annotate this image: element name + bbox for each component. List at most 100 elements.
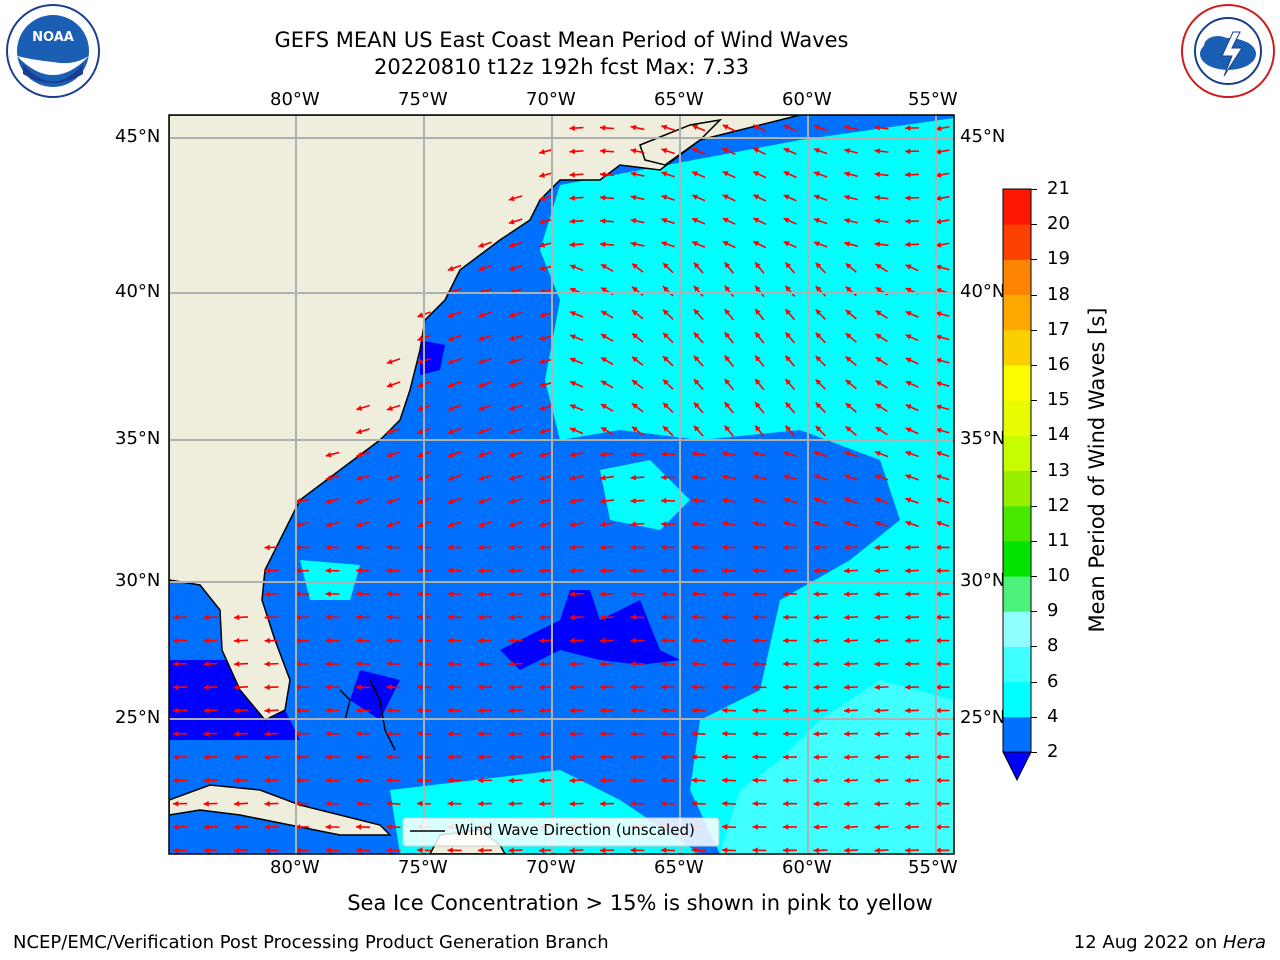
wave-direction-arrowhead xyxy=(264,684,270,691)
wave-direction-arrowhead xyxy=(662,332,669,339)
wave-direction-arrowhead xyxy=(447,452,454,458)
wave-direction-arrowhead xyxy=(173,707,179,714)
wave-direction-arrowhead xyxy=(234,661,240,667)
wave-direction-arrowhead xyxy=(173,730,179,737)
wave-direction-arrowhead xyxy=(724,332,731,339)
lat-label-left: 40°N xyxy=(115,281,161,302)
wave-direction-arrowhead xyxy=(813,800,819,807)
wave-direction-arrowhead xyxy=(508,847,514,854)
wave-direction-arrowhead xyxy=(478,544,484,551)
wave-direction-arrowhead xyxy=(752,684,758,691)
wave-direction-arrowhead xyxy=(356,800,362,807)
wave-direction-arrowhead xyxy=(874,218,881,224)
wave-direction-arrowhead xyxy=(905,637,911,644)
wave-direction-arrowhead xyxy=(600,474,606,481)
wave-direction-arrowhead xyxy=(724,425,731,432)
wave-direction-arrowhead xyxy=(753,171,760,177)
wave-direction-arrowhead xyxy=(874,824,880,830)
wave-direction-arrowhead xyxy=(386,544,392,551)
wave-direction-arrowhead xyxy=(783,800,789,807)
wave-direction-arrowhead xyxy=(905,497,912,503)
wave-direction-arrowhead xyxy=(417,475,424,481)
wave-direction-arrowhead xyxy=(508,358,515,365)
wave-direction-arrowhead xyxy=(813,847,819,854)
wave-direction-arrowhead xyxy=(845,403,852,409)
wave-direction-arrowhead xyxy=(386,475,393,481)
wave-direction-arrowhead xyxy=(600,498,606,504)
wave-direction-arrowhead xyxy=(905,334,912,340)
lon-label-top: 70°W xyxy=(526,89,576,110)
wave-direction-arrowhead xyxy=(478,754,484,760)
wave-direction-arrowhead xyxy=(661,124,668,131)
wave-direction-arrowhead xyxy=(539,614,545,621)
wave-direction-arrowhead xyxy=(693,332,700,339)
wave-direction-arrowhead xyxy=(478,684,484,691)
wave-direction-arrowhead xyxy=(905,264,912,270)
lat-label-left: 35°N xyxy=(115,428,161,449)
colorbar-tick-mark xyxy=(1031,611,1037,613)
wave-direction-arrowhead xyxy=(417,358,424,365)
wave-direction-arrowhead xyxy=(569,614,575,621)
wave-direction-arrowhead xyxy=(295,591,301,597)
wave-direction-arrowhead xyxy=(785,309,792,315)
wave-direction-arrowhead xyxy=(600,707,606,714)
wave-direction-arrowhead xyxy=(692,124,699,130)
wave-direction-arrowhead xyxy=(356,614,362,621)
wave-direction-arrowhead xyxy=(539,847,545,854)
wave-direction-arrowhead xyxy=(539,591,545,597)
wave-direction-arrowhead xyxy=(569,684,575,691)
wave-direction-arrowhead xyxy=(662,402,669,409)
wave-direction-arrowhead xyxy=(264,730,270,737)
wave-direction-arrowhead xyxy=(905,567,911,574)
wave-direction-arrowhead xyxy=(813,241,820,247)
wave-direction-arrowhead xyxy=(691,637,697,644)
wave-direction-arrowhead xyxy=(478,358,485,365)
wave-direction-arrowhead xyxy=(356,824,362,830)
wave-direction-arrowhead xyxy=(661,497,667,504)
wave-direction-arrowhead xyxy=(905,357,912,363)
wave-direction-arrowhead xyxy=(631,356,638,363)
wave-direction-arrowhead xyxy=(661,241,668,247)
wave-direction-arrowhead xyxy=(325,684,331,691)
wave-direction-arrowhead xyxy=(386,684,392,690)
wave-direction-arrowhead xyxy=(234,637,240,644)
wave-direction-arrowhead xyxy=(815,402,822,409)
wave-direction-arrowhead xyxy=(508,661,514,667)
wave-direction-arrowhead xyxy=(752,451,759,457)
wave-direction-arrowhead xyxy=(356,567,362,574)
wave-direction-arrowhead xyxy=(600,777,606,784)
wave-direction-arrowhead xyxy=(661,544,667,551)
wave-direction-arrowhead xyxy=(447,730,453,737)
wave-direction-arrowhead xyxy=(905,380,912,387)
wave-direction-arrowhead xyxy=(478,847,484,854)
wave-direction-arrowhead xyxy=(478,498,485,505)
colorbar-tick-mark xyxy=(1031,364,1037,366)
wave-direction-arrowhead xyxy=(417,707,423,714)
wave-direction-arrowhead xyxy=(813,684,819,691)
wave-direction-arrowhead xyxy=(661,660,667,667)
colorbar-segment xyxy=(1003,294,1031,331)
wave-direction-arrowhead xyxy=(631,380,638,386)
wave-direction-arrowhead xyxy=(935,637,941,644)
wave-direction-arrowhead xyxy=(722,520,728,527)
wave-direction-arrowhead xyxy=(661,217,668,224)
wave-direction-arrowhead xyxy=(508,684,514,691)
wave-direction-arrowhead xyxy=(295,730,301,737)
colorbar-tick-label: 12 xyxy=(1047,494,1070,516)
wave-direction-arrowhead xyxy=(844,754,850,761)
wave-direction-arrowhead xyxy=(417,312,424,318)
wave-direction-arrowhead xyxy=(356,405,363,411)
wave-direction-arrowhead xyxy=(844,194,851,201)
wave-direction-arrowhead xyxy=(783,847,789,854)
wave-direction-arrowhead xyxy=(569,544,575,551)
wave-direction-arrowhead xyxy=(600,661,606,667)
wave-direction-arrowhead xyxy=(874,148,881,154)
colorbar-segment xyxy=(1003,681,1031,718)
wave-direction-arrowhead xyxy=(417,544,423,551)
wave-direction-arrowhead xyxy=(508,567,514,574)
wave-direction-arrowhead xyxy=(508,730,514,737)
colorbar-tick-label: 14 xyxy=(1047,424,1070,446)
wave-direction-arrowhead xyxy=(234,777,240,784)
wave-direction-arrowhead xyxy=(783,614,789,621)
